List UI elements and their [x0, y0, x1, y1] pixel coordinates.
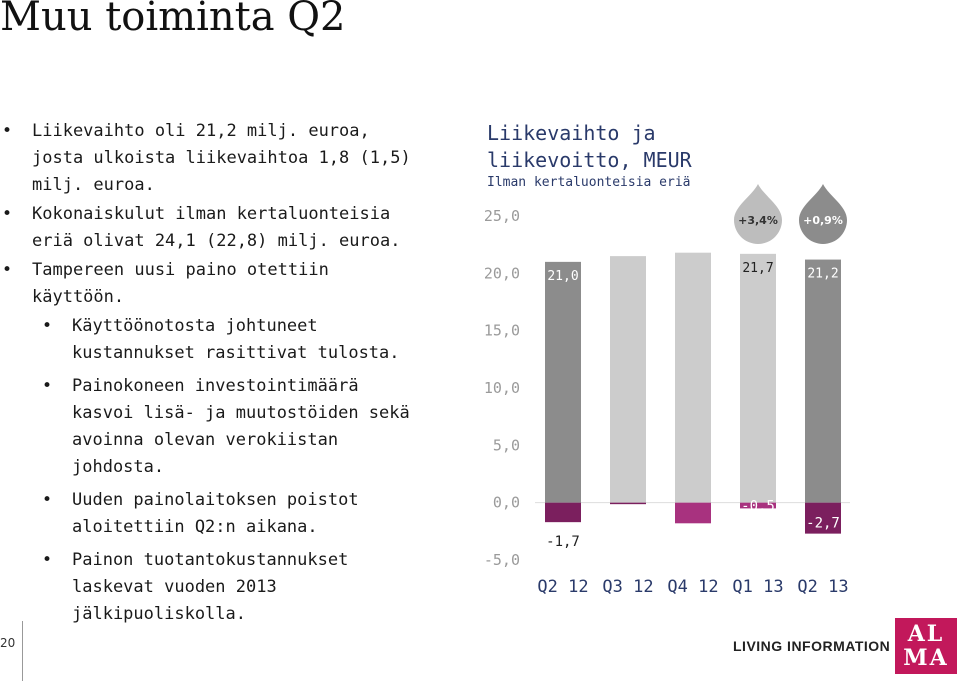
category-label: Q3 12 [602, 577, 653, 597]
y-tick-label: 25,0 [484, 207, 520, 225]
chart-title: Liikevaihto ja liikevoitto, MEUR [487, 121, 692, 172]
y-tick-label: 20,0 [484, 264, 520, 282]
revenue-bar [675, 252, 711, 503]
y-tick-label: 5,0 [493, 436, 520, 454]
profit-bar [610, 502, 646, 505]
change-badge-label: +0,9% [803, 214, 843, 227]
logo-line: AL [907, 621, 945, 647]
category-label: Q2 12 [537, 577, 588, 597]
revenue-bar [545, 261, 581, 503]
alma-logo: AL MA [895, 618, 957, 674]
sub-bullet-item: Painokoneen investointimäärä kasvoi lisä… [0, 373, 430, 481]
revenue-value-label: 21,0 [547, 269, 578, 284]
tagline: LIVING INFORMATION [733, 638, 891, 654]
revenue-profit-chart: 25,0 20,0 15,0 10,0 5,0 0,0 -5,0 21,0 21,7 21,2 -1… [484, 184, 850, 597]
profit-bar [740, 502, 776, 509]
page-number: 20 [0, 636, 16, 650]
category-label: Q4 12 [667, 577, 718, 597]
y-tick-label: 15,0 [484, 322, 520, 340]
bullet-item: Tampereen uusi paino otettiin käyttöön. [0, 257, 430, 311]
bullet-item: Liikevaihto oli 21,2 milj. euroa, josta … [0, 118, 430, 199]
revenue-value-label: 21,2 [807, 267, 838, 282]
page-divider [22, 621, 23, 681]
chart-subtitle: Ilman kertaluonteisia eriä [487, 175, 691, 190]
category-label: Q2 13 [797, 577, 848, 597]
y-tick-label: 0,0 [493, 494, 520, 512]
profit-value-label: -0,5 [741, 499, 775, 515]
slide-title: Muu toiminta Q2 [0, 0, 346, 40]
sub-bullet-item: Käyttöönotosta johtuneet kustannukset ra… [0, 313, 430, 367]
change-badge-drop [799, 184, 847, 244]
logo-line: MA [903, 645, 949, 671]
sub-bullet-item: Painon tuotantokustannukset laskevat vuo… [0, 547, 430, 628]
category-label: Q1 13 [732, 577, 783, 597]
profit-value-label: -2,7 [806, 516, 840, 532]
bullet-item: Kokonaiskulut ilman kertaluonteisia eriä… [0, 201, 430, 255]
sub-bullet-item: Uuden painolaitoksen poistot aloitettiin… [0, 487, 430, 541]
profit-bar [675, 502, 711, 524]
change-badge-label: +3,4% [738, 214, 778, 227]
revenue-bar [740, 253, 776, 503]
bullet-list: Liikevaihto oli 21,2 milj. euroa, josta … [0, 118, 430, 634]
y-tick-label: -5,0 [484, 551, 520, 569]
profit-bar [545, 502, 581, 523]
revenue-value-label: 21,7 [742, 261, 773, 276]
profit-bar [805, 502, 841, 534]
revenue-bar [805, 259, 841, 503]
y-tick-label: 10,0 [484, 379, 520, 397]
profit-value-label: -1,7 [546, 534, 580, 550]
change-badge-drop [734, 184, 782, 244]
revenue-bar [610, 256, 646, 503]
